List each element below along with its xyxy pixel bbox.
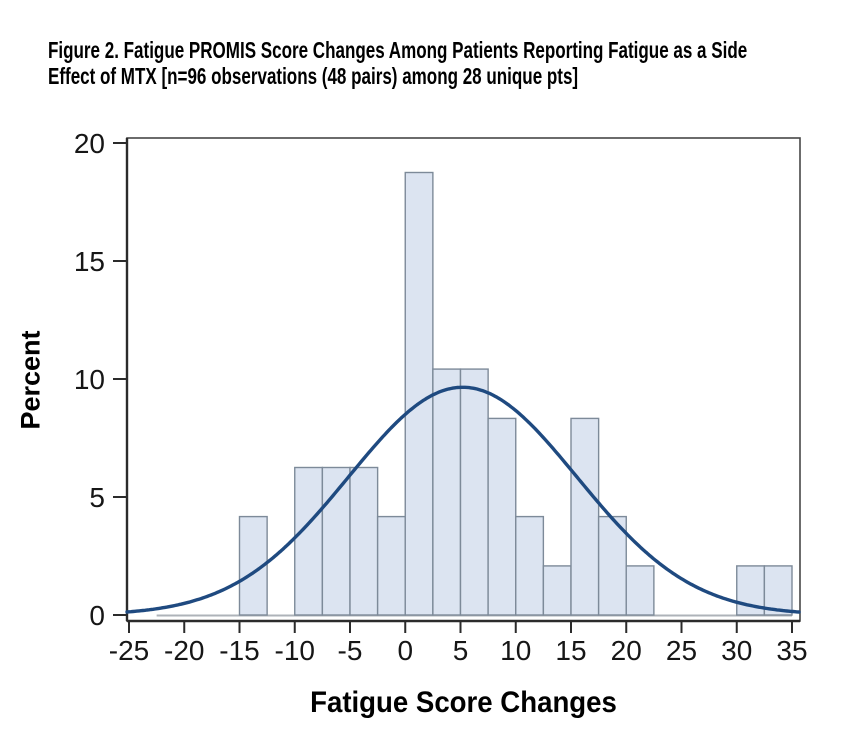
- histogram-bar: [376, 515, 406, 616]
- y-tick-label: 10: [74, 364, 105, 395]
- histogram-bar: [459, 368, 489, 616]
- histogram-bar: [625, 565, 655, 616]
- x-tick-label: -25: [109, 635, 149, 666]
- x-tick-label: -5: [338, 635, 363, 666]
- x-tick-label: 15: [555, 635, 586, 666]
- x-tick-label: -20: [164, 635, 204, 666]
- figure-title: Figure 2. Fatigue PROMIS Score Changes A…: [48, 37, 868, 89]
- x-tick-label: -15: [219, 635, 259, 666]
- x-tick-label: 0: [397, 635, 413, 666]
- histogram-bar: [349, 466, 379, 616]
- histogram-bar: [597, 515, 627, 616]
- figure-title-line1: Figure 2. Fatigue PROMIS Score Changes A…: [48, 37, 748, 63]
- x-tick-label: 10: [500, 635, 531, 666]
- x-tick-label: 25: [666, 635, 697, 666]
- figure-title-line2: Effect of MTX [n=96 observations (48 pai…: [48, 63, 579, 89]
- y-tick-label: 5: [89, 482, 105, 513]
- x-axis-title: Fatigue Score Changes: [310, 686, 617, 719]
- histogram-bar: [487, 417, 517, 616]
- histogram-bar: [432, 368, 462, 616]
- x-tick-label: 5: [453, 635, 469, 666]
- y-tick-label: 15: [74, 246, 105, 277]
- x-tick-label: 30: [721, 635, 752, 666]
- histogram-bar: [542, 565, 572, 616]
- normal-curve: [125, 385, 801, 614]
- x-tick-label: 20: [611, 635, 642, 666]
- histogram-bar: [570, 417, 600, 616]
- histogram-bar: [515, 515, 545, 616]
- histogram-bar: [763, 565, 793, 616]
- histogram-bar: [294, 466, 324, 616]
- x-tick-label: -10: [275, 635, 315, 666]
- histogram-bar: [404, 171, 434, 616]
- y-tick-label: 0: [89, 600, 105, 631]
- y-tick-label: 20: [74, 128, 105, 159]
- x-tick-label: 35: [776, 635, 807, 666]
